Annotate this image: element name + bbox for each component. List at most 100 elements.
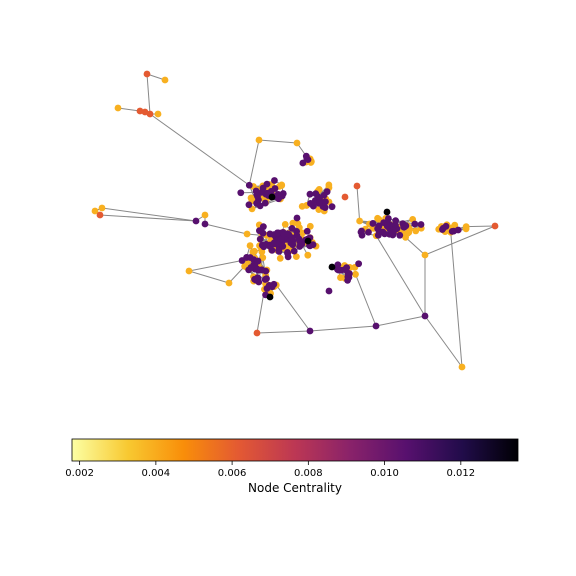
network-node bbox=[263, 275, 270, 283]
network-node bbox=[306, 222, 314, 230]
network-node bbox=[396, 231, 404, 239]
network-node bbox=[299, 159, 307, 167]
network-node bbox=[306, 190, 314, 198]
network-node bbox=[284, 253, 292, 261]
network-node bbox=[245, 201, 253, 209]
network-node bbox=[271, 177, 278, 184]
network-node bbox=[295, 235, 303, 243]
network-node bbox=[96, 211, 104, 219]
network-edge bbox=[204, 223, 248, 235]
network-node bbox=[268, 193, 276, 201]
network-edge bbox=[355, 274, 377, 327]
network-node bbox=[353, 182, 361, 190]
network-edge bbox=[99, 214, 197, 222]
network-node bbox=[356, 217, 364, 225]
network-node bbox=[278, 192, 286, 200]
network-node bbox=[154, 110, 162, 118]
network-node bbox=[225, 279, 233, 287]
network-node bbox=[462, 223, 470, 231]
network-node bbox=[491, 222, 499, 230]
network-node bbox=[246, 242, 254, 249]
network-node bbox=[392, 221, 399, 229]
network-node bbox=[278, 235, 285, 243]
network-node bbox=[258, 248, 266, 256]
network-node bbox=[411, 220, 419, 228]
network-node bbox=[345, 270, 353, 277]
network-node bbox=[274, 229, 281, 237]
colorbar: 0.002 0.004 0.006 0.008 0.010 0.012 Node Cent… bbox=[65, 438, 519, 495]
network-node bbox=[253, 329, 261, 337]
network-node bbox=[262, 190, 270, 198]
network-edge bbox=[248, 139, 260, 186]
network-node bbox=[306, 327, 314, 335]
network-node bbox=[261, 199, 269, 207]
colorbar-tick-label: 0.010 bbox=[370, 468, 399, 479]
network-node bbox=[458, 363, 466, 371]
network-edge bbox=[450, 232, 463, 368]
network-node bbox=[201, 220, 209, 228]
network-node bbox=[328, 203, 336, 211]
network-node bbox=[293, 139, 301, 147]
network-node bbox=[289, 241, 297, 249]
colorbar-tick-label: 0.004 bbox=[142, 468, 171, 479]
network-node bbox=[304, 237, 312, 245]
network-node bbox=[249, 248, 257, 256]
colorbar-tick-label: 0.006 bbox=[218, 468, 247, 479]
network-node bbox=[405, 228, 413, 236]
colorbar-gradient bbox=[71, 438, 519, 462]
network-node bbox=[114, 104, 122, 112]
colorbar-tick-label: 0.012 bbox=[447, 468, 476, 479]
network-node bbox=[161, 76, 169, 84]
network-edge bbox=[188, 270, 230, 284]
network-node bbox=[374, 225, 382, 233]
network-nodes bbox=[91, 70, 499, 371]
network-node bbox=[279, 242, 287, 250]
network-node bbox=[352, 270, 359, 278]
network-node bbox=[252, 276, 260, 284]
network-edge bbox=[375, 315, 426, 327]
network-node bbox=[421, 251, 429, 259]
network-node bbox=[246, 254, 254, 261]
network-edge bbox=[405, 237, 426, 256]
network-edge bbox=[424, 225, 496, 256]
network-edge bbox=[188, 260, 243, 272]
network-node bbox=[412, 227, 420, 235]
network-node bbox=[355, 260, 363, 268]
network-node bbox=[448, 227, 456, 235]
network-node bbox=[201, 211, 209, 219]
network-node bbox=[254, 192, 261, 200]
network-node bbox=[268, 283, 276, 291]
network-node bbox=[245, 266, 253, 274]
network-node bbox=[243, 230, 251, 238]
network-node bbox=[254, 266, 262, 274]
network-node bbox=[343, 264, 351, 271]
network-edge bbox=[275, 284, 311, 332]
colorbar-label: Node Centrality bbox=[248, 481, 342, 495]
network-node bbox=[383, 208, 391, 216]
network-node bbox=[259, 254, 267, 262]
network-node bbox=[358, 227, 365, 235]
network-node bbox=[255, 136, 263, 144]
network-node bbox=[238, 257, 246, 264]
network-node bbox=[259, 223, 267, 231]
network-node bbox=[237, 189, 245, 197]
network-node bbox=[294, 220, 302, 228]
network-node bbox=[325, 287, 333, 295]
network-node bbox=[281, 220, 289, 228]
network-node bbox=[270, 240, 278, 248]
network-node bbox=[383, 222, 391, 230]
colorbar-tick-label: 0.002 bbox=[65, 468, 94, 479]
network-node bbox=[379, 228, 387, 236]
network-node bbox=[247, 194, 255, 202]
network-node bbox=[402, 222, 410, 230]
network-node bbox=[290, 247, 298, 255]
network-edge bbox=[256, 330, 311, 334]
network-node bbox=[98, 204, 106, 212]
network-node bbox=[266, 293, 274, 301]
colorbar-ticks: 0.002 0.004 0.006 0.008 0.010 0.012 bbox=[65, 461, 475, 479]
network-node bbox=[328, 263, 336, 271]
network-edge bbox=[375, 235, 426, 317]
network-node bbox=[454, 226, 462, 234]
network-edge bbox=[309, 325, 377, 332]
